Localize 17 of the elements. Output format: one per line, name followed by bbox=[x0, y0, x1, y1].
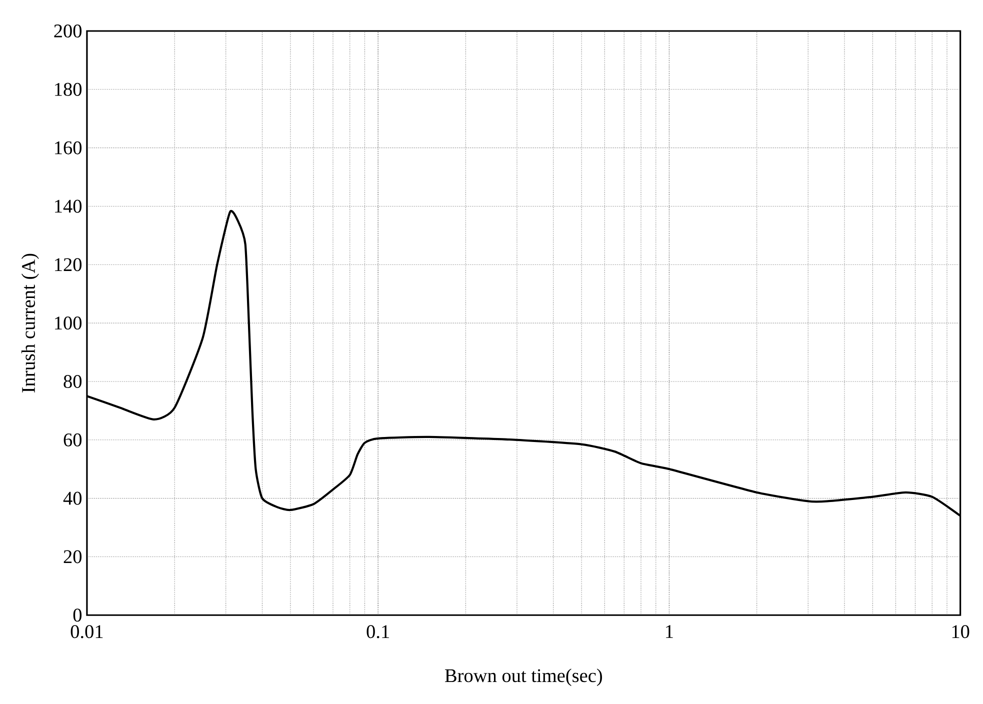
y-tick-label: 20 bbox=[64, 550, 82, 564]
x-tick-label: 10 bbox=[952, 625, 970, 638]
x-tick-label: 0.1 bbox=[366, 625, 389, 638]
x-tick-label: 1 bbox=[666, 625, 673, 638]
x-tick-label: 0.01 bbox=[70, 625, 103, 638]
y-tick-label: 200 bbox=[54, 24, 82, 38]
y-tick-label: 100 bbox=[55, 316, 82, 330]
y-tick-label: 120 bbox=[55, 258, 82, 272]
y-axis-title: Inrush current (A) bbox=[21, 254, 39, 392]
y-tick-label: 160 bbox=[55, 141, 82, 154]
x-axis-title: Brown out time(sec) bbox=[445, 668, 602, 686]
y-tick-label: 80 bbox=[64, 374, 82, 388]
y-tick-label: 180 bbox=[55, 82, 82, 96]
y-tick-label: 0 bbox=[73, 608, 82, 622]
y-tick-label: 40 bbox=[63, 492, 82, 505]
y-tick-label: 60 bbox=[64, 433, 82, 446]
y-tick-label: 140 bbox=[55, 200, 82, 213]
